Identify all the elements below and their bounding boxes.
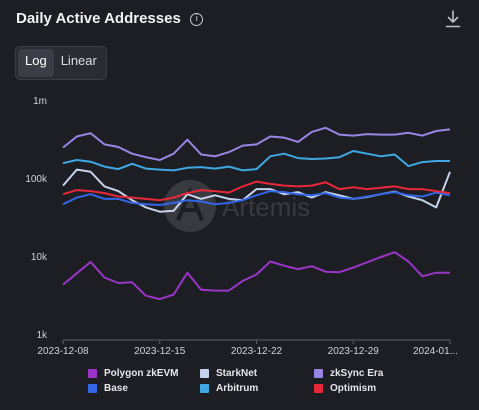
- download-icon[interactable]: [445, 10, 461, 28]
- x-tick-label: 2023-12-22: [231, 346, 283, 357]
- artemis-watermark: Artemis: [164, 180, 310, 232]
- info-icon[interactable]: i: [190, 13, 204, 26]
- series-line-zksync-era[interactable]: [62, 126, 451, 161]
- legend-swatch: [314, 384, 323, 393]
- series-lines: [62, 126, 451, 301]
- y-tick-label: 1k: [36, 330, 48, 341]
- legend-swatch: [88, 369, 97, 378]
- legend-label: Arbitrum: [216, 383, 259, 394]
- x-tick-label: 2023-12-29: [328, 346, 380, 357]
- legend-swatch: [88, 384, 97, 393]
- legend-item-optimism[interactable]: Optimism: [314, 382, 424, 395]
- legend-label: Base: [104, 383, 128, 394]
- watermark-logo-icon: [164, 180, 216, 232]
- legend-item-zksync-era[interactable]: zkSync Era: [314, 367, 424, 380]
- legend-label: StarkNet: [216, 368, 258, 379]
- scale-toggle: Log Linear: [15, 46, 107, 80]
- legend-item-starknet[interactable]: StarkNet: [200, 367, 310, 380]
- legend-swatch: [200, 384, 209, 393]
- legend-label: Optimism: [330, 383, 377, 394]
- legend-label: zkSync Era: [330, 368, 384, 379]
- y-tick-label: 1m: [33, 96, 47, 107]
- series-line-arbitrum[interactable]: [62, 150, 450, 172]
- x-axis: 2023-12-08 2023-12-15 2023-12-22 2023-12-29…: [37, 339, 458, 357]
- linear-scale-button[interactable]: Linear: [60, 53, 97, 68]
- x-tick-label: 2024-01...: [413, 346, 458, 357]
- y-tick-label: 10k: [31, 252, 48, 263]
- x-tick-label: 2023-12-08: [37, 346, 89, 357]
- watermark-text: Artemis: [222, 192, 310, 222]
- legend-label: Polygon zkEVM: [104, 368, 179, 379]
- y-tick-label: 100k: [25, 174, 48, 185]
- legend-swatch: [314, 369, 323, 378]
- chart-legend: Polygon zkEVM StarkNet zkSync Era Base Arbit…: [88, 367, 448, 395]
- series-line-polygon-zkevm[interactable]: [62, 251, 450, 301]
- chart-title: Daily Active Addresses: [16, 10, 181, 27]
- legend-swatch: [200, 369, 209, 378]
- legend-item-arbitrum[interactable]: Arbitrum: [200, 382, 310, 395]
- log-scale-button[interactable]: Log: [18, 49, 54, 77]
- legend-item-polygon-zkevm[interactable]: Polygon zkEVM: [88, 367, 196, 380]
- x-tick-label: 2023-12-15: [134, 346, 186, 357]
- y-axis: 1k 10k 100k 1m: [25, 96, 48, 341]
- legend-item-base[interactable]: Base: [88, 382, 196, 395]
- series-line-optimism[interactable]: [62, 180, 451, 202]
- series-line-base[interactable]: [62, 190, 451, 206]
- chart-header: Daily Active Addresses i: [16, 8, 463, 32]
